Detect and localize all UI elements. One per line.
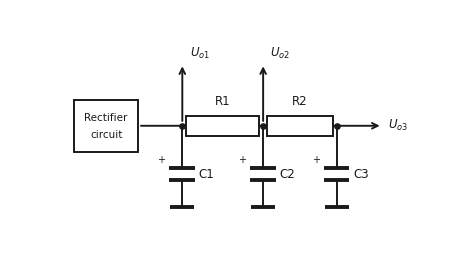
Text: +: + — [157, 155, 165, 165]
Text: $U_{o3}$: $U_{o3}$ — [388, 118, 408, 133]
Text: +: + — [312, 155, 319, 165]
Text: circuit: circuit — [90, 130, 122, 140]
Text: R2: R2 — [292, 95, 308, 108]
Text: R1: R1 — [215, 95, 230, 108]
Bar — [74, 100, 138, 152]
Text: C3: C3 — [353, 168, 369, 181]
Bar — [186, 116, 259, 136]
Text: Rectifier: Rectifier — [84, 113, 128, 123]
Text: C2: C2 — [280, 168, 295, 181]
Text: +: + — [238, 155, 246, 165]
Text: $U_{o2}$: $U_{o2}$ — [271, 46, 291, 61]
Text: C1: C1 — [199, 168, 215, 181]
Text: $U_{o1}$: $U_{o1}$ — [190, 46, 210, 61]
Bar — [267, 116, 333, 136]
